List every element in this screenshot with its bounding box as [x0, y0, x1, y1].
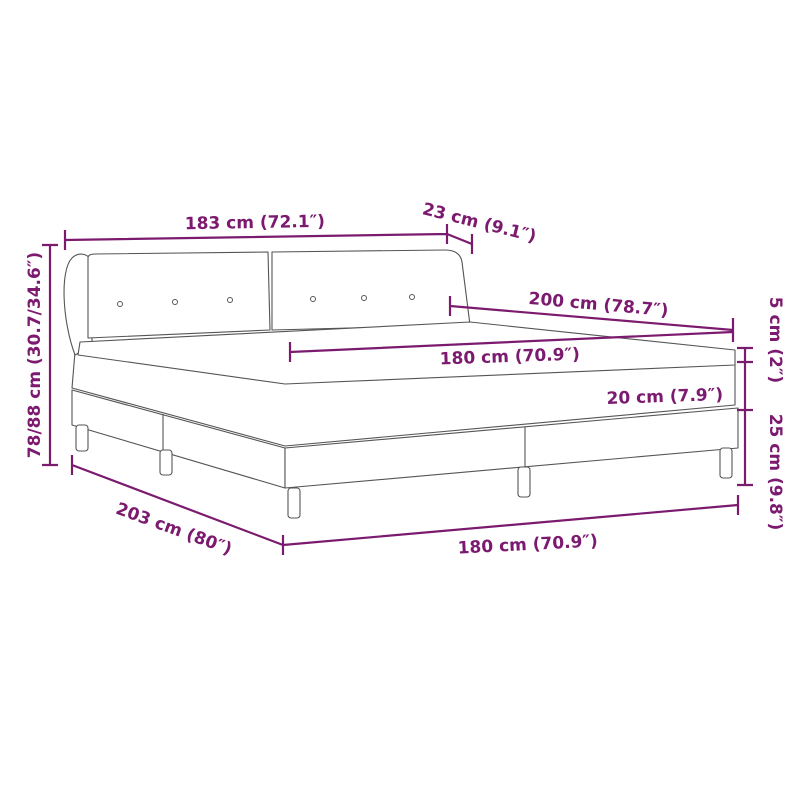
tufting-buttons [117, 294, 415, 307]
leg [159, 449, 173, 476]
headboard-depth-label: 23 cm (9.1″) [420, 199, 538, 247]
topper [77, 321, 736, 385]
leg [75, 424, 89, 452]
bed-drawing [63, 249, 739, 519]
headboard-width-label: 183 cm (72.1″) [185, 212, 326, 234]
mattress-width-label: 180 cm (70.9″) [439, 345, 580, 370]
headboard-panel-right [271, 249, 471, 331]
base-height-label: 25 cm (9.8″) [765, 414, 785, 531]
leg [517, 466, 531, 498]
leg [287, 487, 301, 519]
total-height-label: 78/88 cm (30.7/34.6″) [25, 252, 45, 458]
total-length-label: 203 cm (80″) [113, 499, 234, 559]
headboard-panel-left [87, 251, 271, 339]
mattress-height-label: 20 cm (7.9″) [606, 385, 723, 409]
topper-height-label: 5 cm (2″) [765, 297, 785, 383]
base-foot [284, 407, 739, 489]
total-width-label: 180 cm (70.9″) [457, 531, 598, 558]
mattress-length-label: 200 cm (78.7″) [528, 289, 669, 321]
dimension-lines [42, 224, 753, 555]
leg [719, 447, 733, 479]
